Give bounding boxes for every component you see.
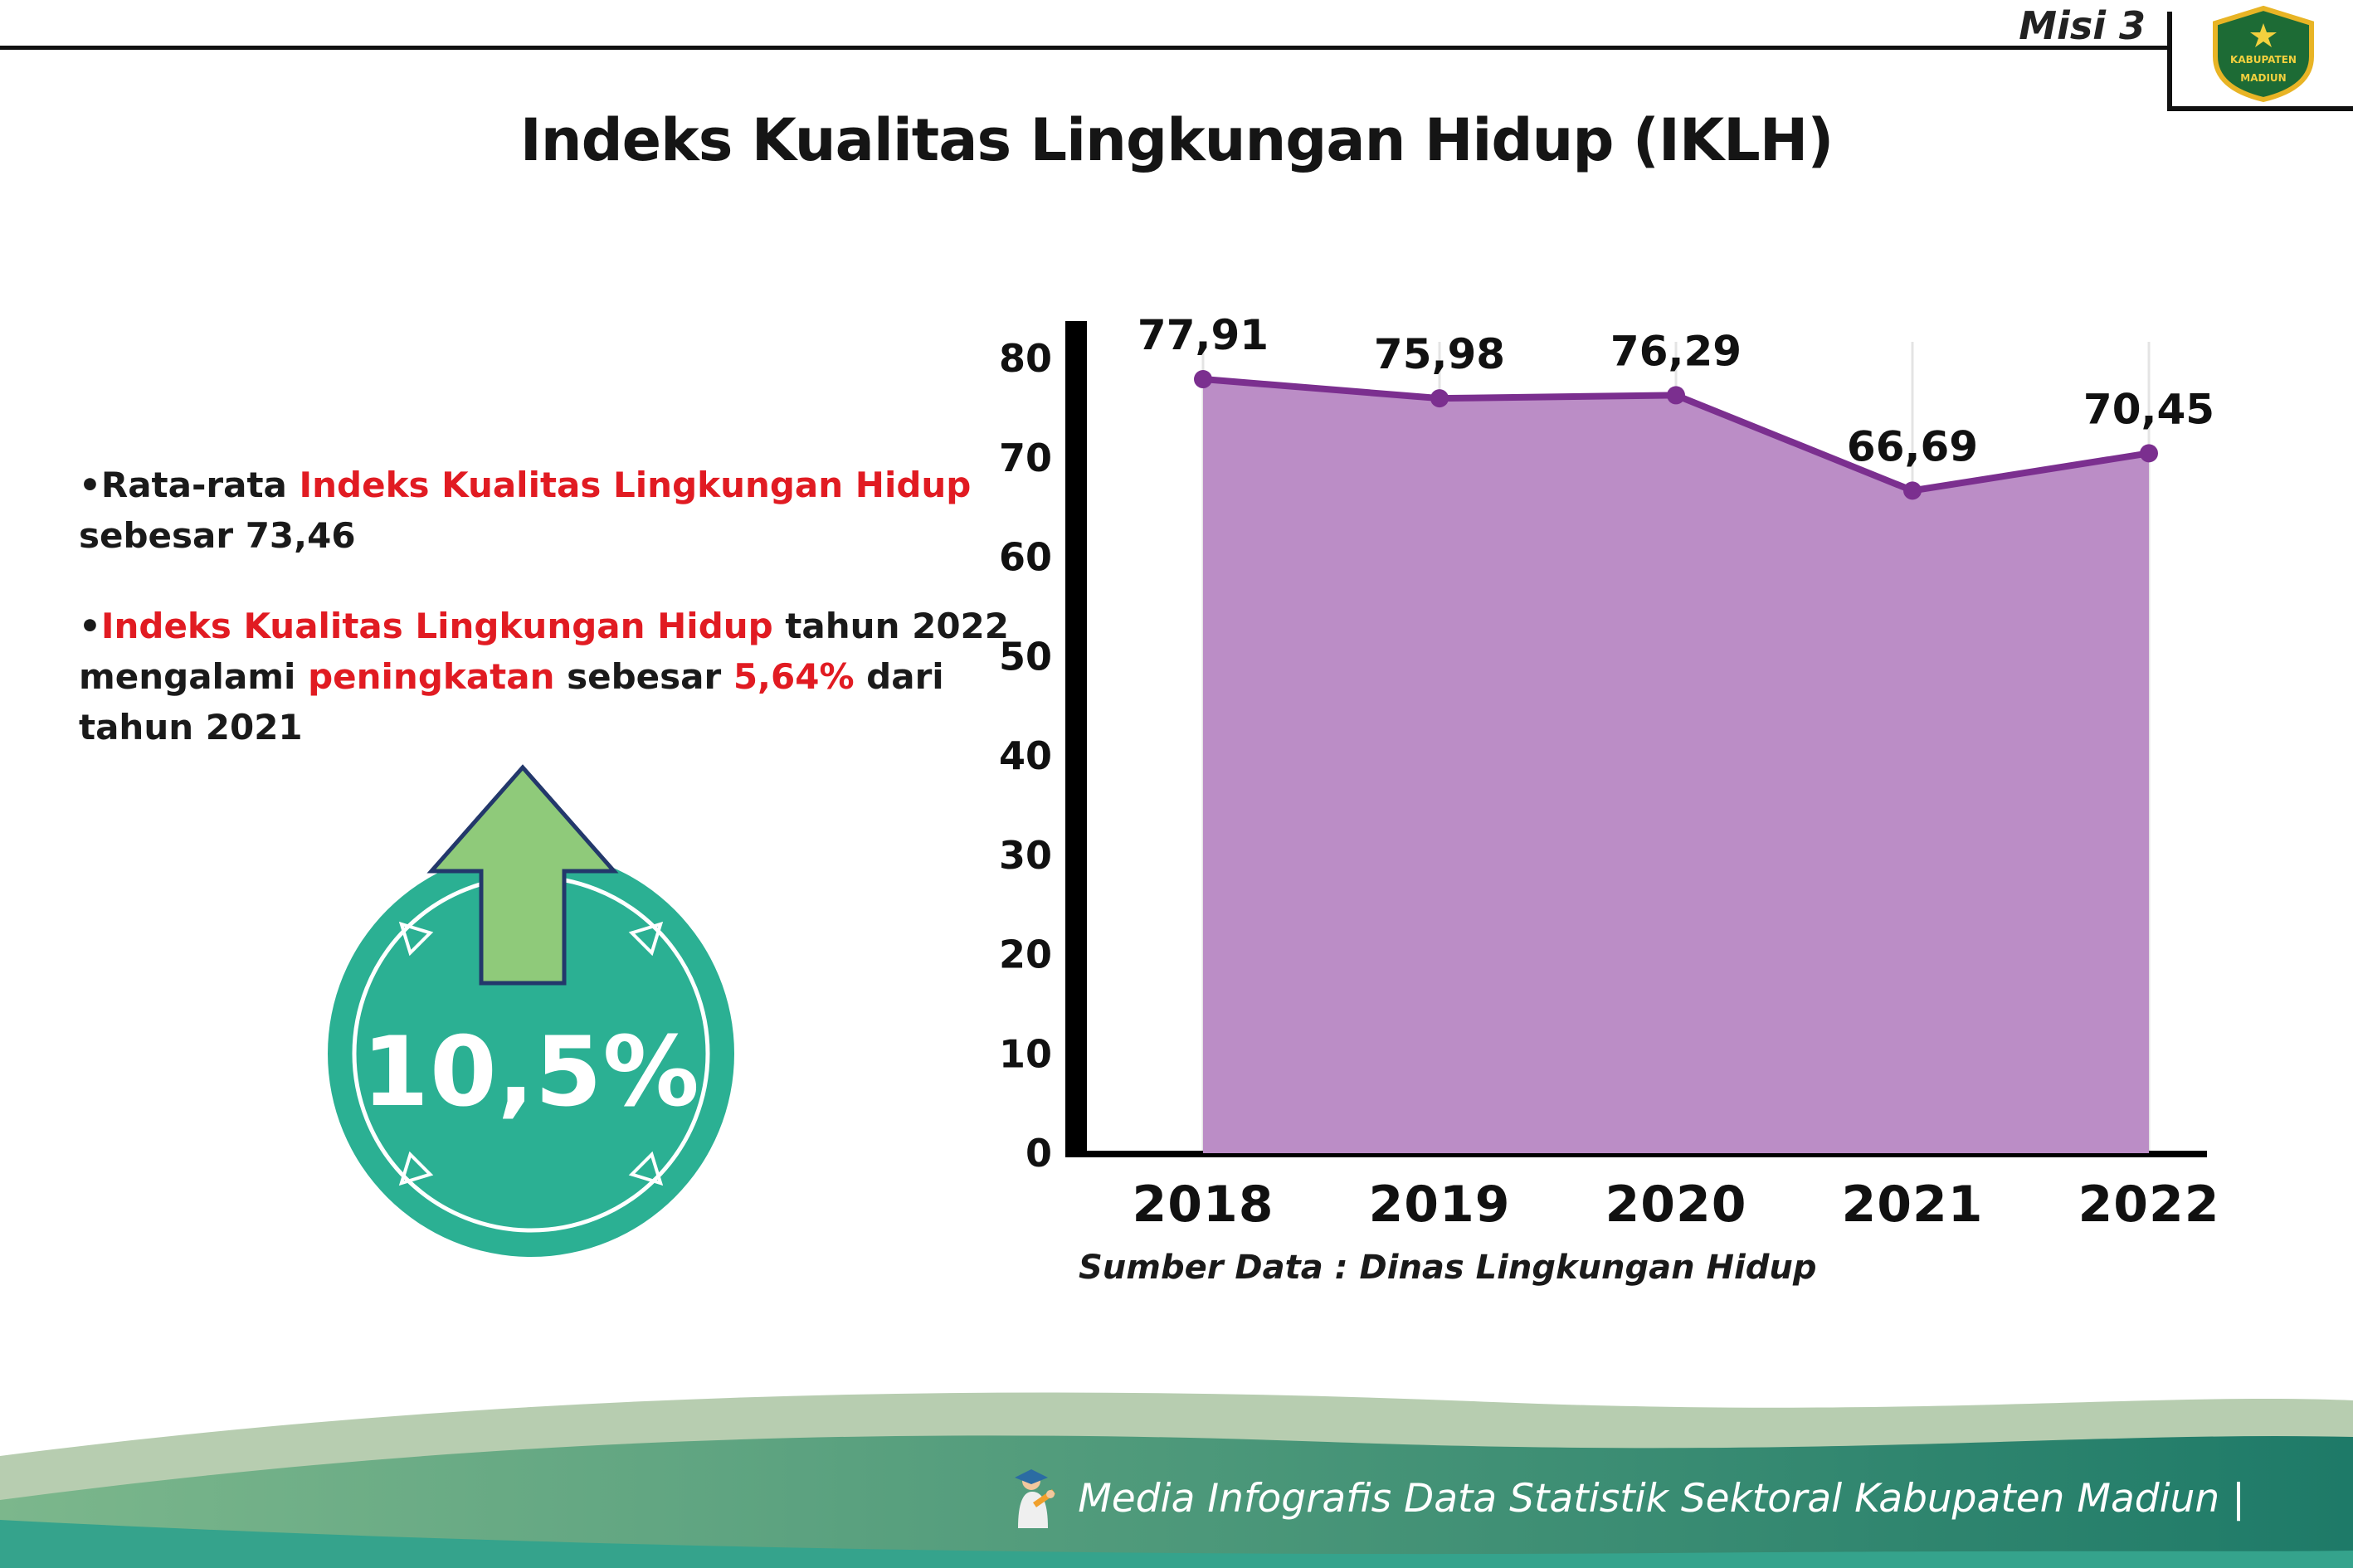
text-segment: tahun 2022 mengalami — [79, 605, 1009, 697]
text-segment-highlight: peningkatan — [308, 655, 555, 697]
bullet-marker: • — [79, 465, 101, 505]
kabupaten-madiun-logo: KABUPATEN MADIUN — [2205, 5, 2321, 103]
chart-canvas: 0 10 20 30 40 50 60 70 80 77,91 75,98 76,29 66,69 70,… — [999, 311, 2220, 1234]
misi-label: Misi 3 — [2019, 3, 2146, 48]
y-tick-label: 80 — [999, 336, 1052, 381]
data-point — [1667, 386, 1685, 405]
x-tick-label: 2022 — [2078, 1176, 2220, 1234]
x-tick-label: 2021 — [1842, 1176, 1984, 1234]
x-tick-label: 2020 — [1605, 1176, 1747, 1234]
iklh-area-chart: 0 10 20 30 40 50 60 70 80 77,91 75,98 76,29 66,69 70,… — [979, 274, 2273, 1319]
y-tick-label: 50 — [999, 634, 1052, 679]
text-segment: Rata-rata — [100, 465, 300, 505]
y-tick-label: 20 — [999, 933, 1052, 977]
y-tick-label: 40 — [999, 733, 1052, 778]
badge-circle — [328, 850, 734, 1257]
logo-text-bottom: MADIUN — [2240, 72, 2286, 84]
mascot-icon — [1015, 1469, 1056, 1528]
y-tick-label: 70 — [999, 436, 1052, 480]
bullet-marker: • — [79, 605, 101, 646]
x-axis — [1065, 1151, 2207, 1157]
bullet-item-average: •Rata-rata Indeks Kualitas Lingkungan Hi… — [79, 460, 1033, 562]
text-segment: sebesar 73,46 — [79, 514, 356, 556]
data-point — [1194, 370, 1212, 389]
crest-icon: KABUPATEN MADIUN — [2213, 5, 2314, 103]
footer-credit: Media Infografis Data Statistik Sektoral… — [1006, 1467, 2245, 1530]
data-source-note: Sumber Data : Dinas Lingkungan Hidup — [1079, 1249, 1817, 1287]
badge-graphic — [328, 764, 734, 1257]
value-label: 76,29 — [1610, 327, 1742, 375]
value-label: 75,98 — [1374, 330, 1505, 378]
footer-wave-decoration — [0, 1392, 2353, 1568]
data-point — [1903, 481, 1922, 500]
bullet-item-increase: •Indeks Kualitas Lingkungan Hidup tahun … — [79, 601, 1033, 753]
area-fill — [1203, 379, 2149, 1154]
footer-wave-main — [0, 1435, 2353, 1568]
badge-tick-triangles — [398, 921, 664, 1186]
logo-frame-horizontal — [2167, 106, 2353, 111]
text-segment: sebesar — [554, 655, 733, 697]
summary-bullets: •Rata-rata Indeks Kualitas Lingkungan Hi… — [79, 460, 1033, 792]
text-segment-highlight: 5,64% — [733, 655, 855, 697]
y-axis — [1065, 321, 1087, 1153]
footer-credit-text: Media Infografis Data Statistik Sektoral… — [1078, 1475, 2245, 1522]
logo-text-top: KABUPATEN — [2230, 54, 2297, 66]
data-point — [2140, 444, 2158, 463]
logo-frame-vertical — [2167, 12, 2172, 111]
page-title: Indeks Kualitas Lingkungan Hidup (IKLH) — [519, 106, 1834, 174]
value-label: 70,45 — [2083, 385, 2214, 433]
y-tick-label: 30 — [999, 833, 1052, 878]
y-tick-label: 60 — [999, 535, 1052, 580]
value-label: 77,91 — [1138, 311, 1269, 359]
up-arrow-icon — [426, 764, 619, 986]
x-tick-label: 2019 — [1369, 1176, 1511, 1234]
data-point — [1430, 389, 1449, 408]
footer-wave-bottom — [0, 1520, 2353, 1568]
top-divider-rule — [0, 46, 2167, 50]
text-segment-highlight: Indeks Kualitas Lingkungan Hidup — [299, 465, 972, 505]
text-segment: dari tahun 2021 — [79, 655, 944, 747]
text-segment-highlight: Indeks Kualitas Lingkungan Hidup — [100, 605, 773, 646]
y-tick-label: 10 — [999, 1031, 1052, 1076]
value-label: 66,69 — [1847, 422, 1978, 470]
x-tick-label: 2018 — [1133, 1176, 1274, 1234]
increase-badge: 10,5% — [315, 747, 747, 1294]
y-tick-label: 0 — [1025, 1131, 1052, 1176]
increase-percentage: 10,5% — [362, 1016, 700, 1128]
